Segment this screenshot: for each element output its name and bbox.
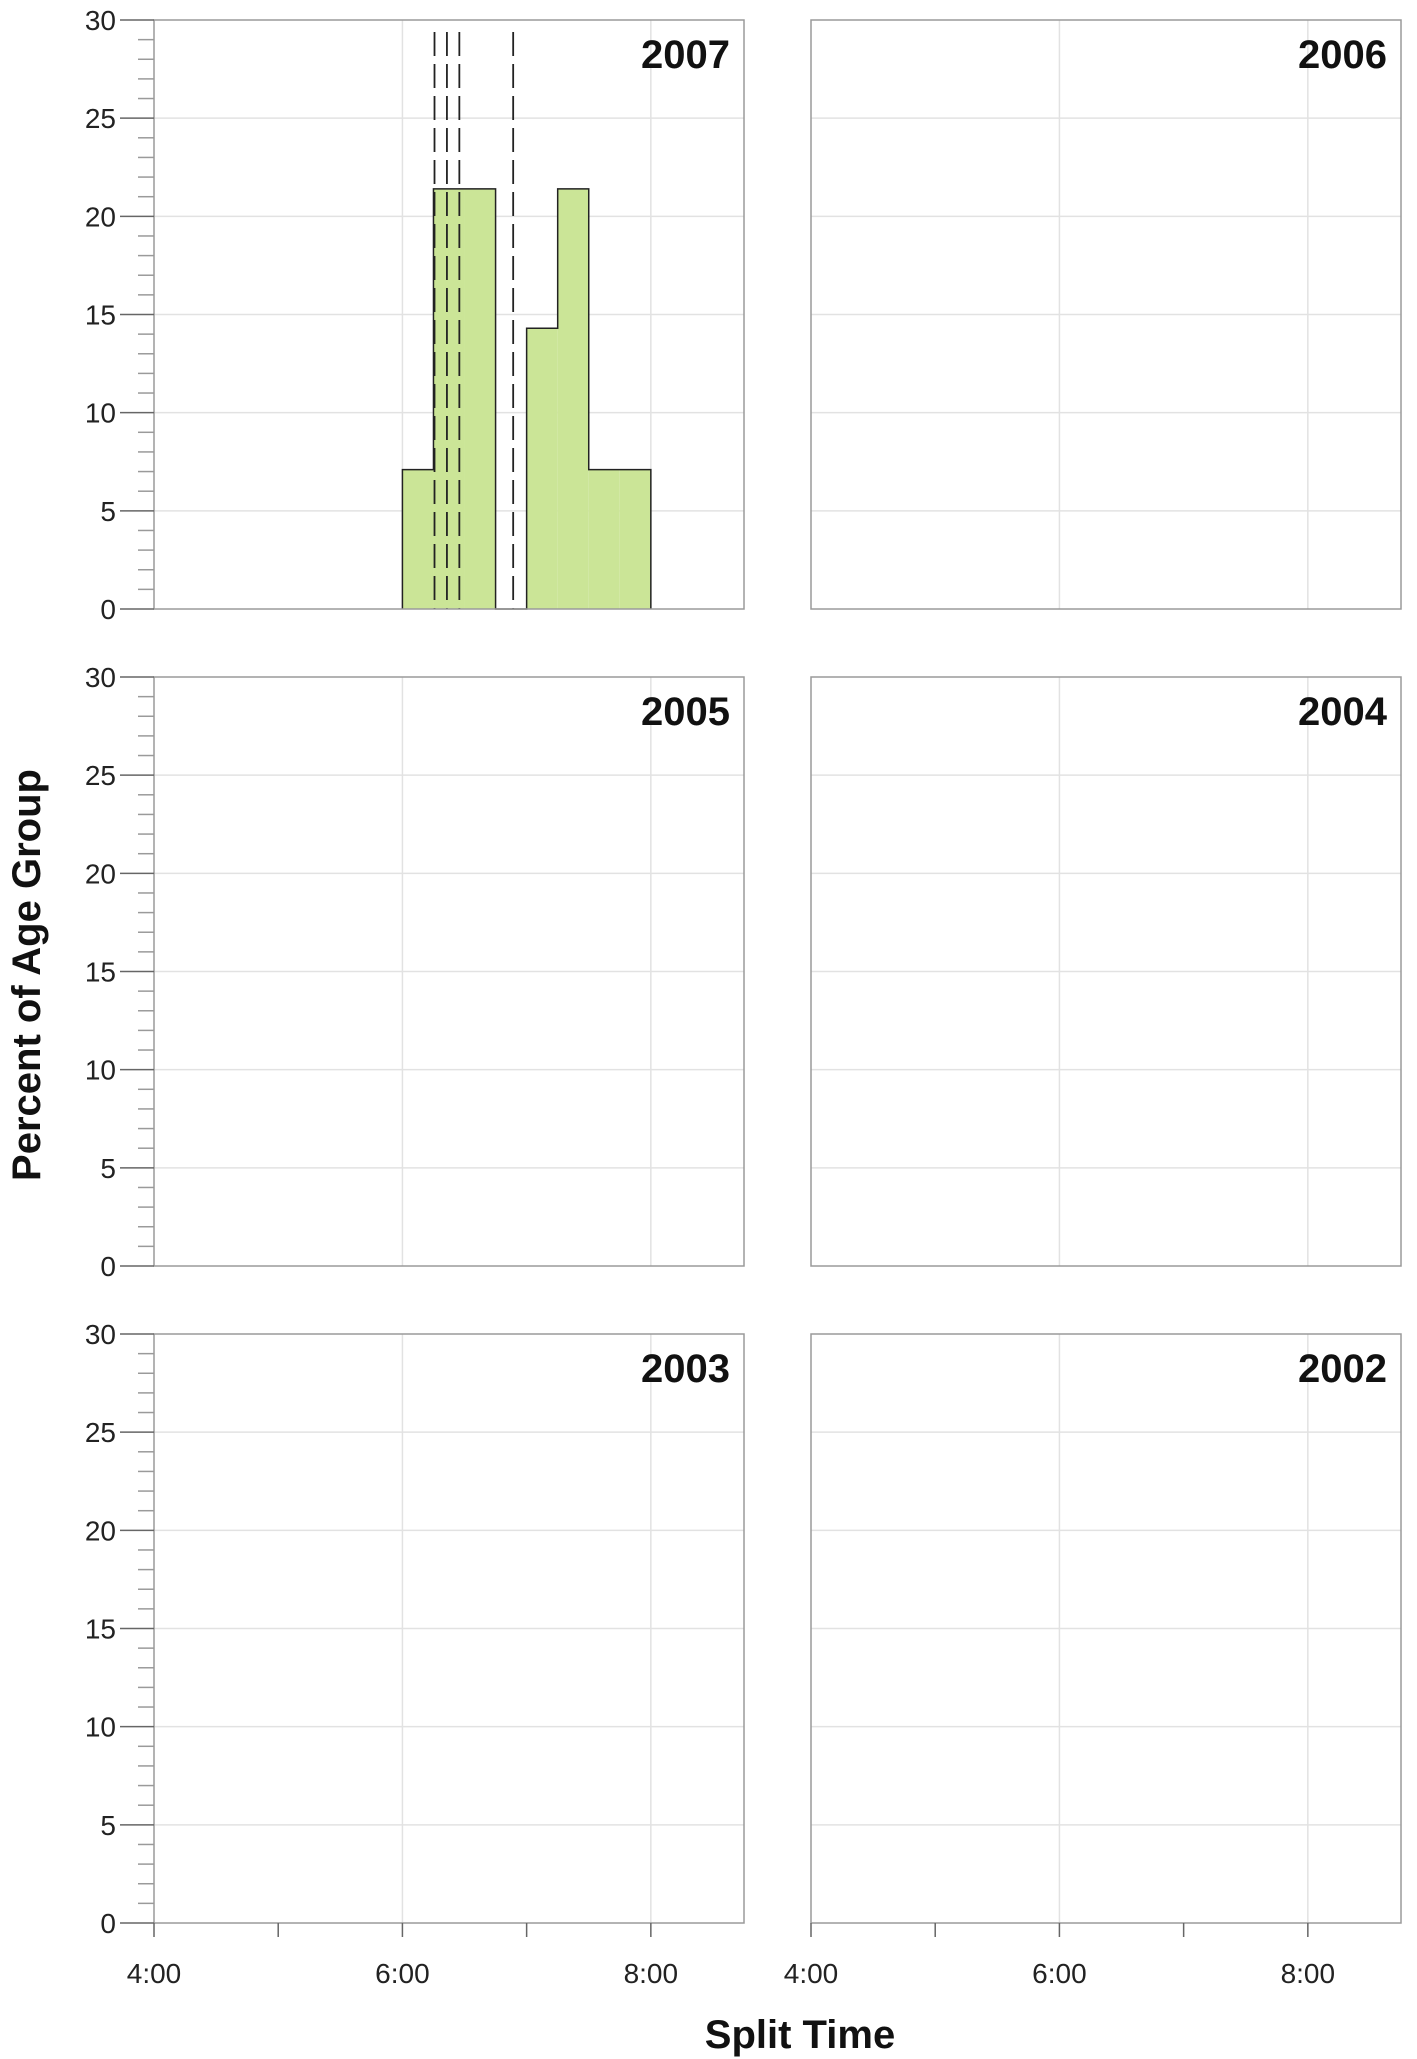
x-tick-label: 4:00	[127, 1958, 182, 1989]
panel-title: 2007	[641, 33, 730, 77]
y-tick-label: 0	[100, 594, 116, 625]
panel-title: 2004	[1298, 690, 1388, 734]
x-axis-title: Split Time	[705, 2013, 895, 2057]
y-tick-label: 5	[100, 1153, 116, 1184]
y-tick-label: 30	[85, 662, 116, 693]
panel-title: 2002	[1298, 1347, 1387, 1391]
histogram-outline	[401, 188, 652, 610]
x-tick-label: 8:00	[1281, 1958, 1336, 1989]
panel-2003: 2003 0 5 10 15 20 25 30 4:00 6:00 8:00	[85, 1319, 745, 1989]
histogram-bar	[402, 469, 434, 609]
y-tick-label: 30	[85, 1319, 116, 1350]
y-tick-label: 20	[85, 1515, 116, 1546]
panel-2007: 2007 0 5 10 15 20 25 30	[85, 5, 745, 625]
histogram-bar	[588, 469, 620, 609]
y-tick-label: 30	[85, 5, 116, 36]
histogram-bar	[619, 469, 651, 609]
y-tick-label: 15	[85, 300, 116, 331]
histogram-bar	[526, 328, 558, 609]
y-tick-label: 25	[85, 1417, 116, 1448]
histogram-bar	[464, 188, 496, 609]
y-tick-label: 5	[100, 1810, 116, 1841]
y-tick-label: 25	[85, 103, 116, 134]
panel-2002: 2002 4:00 6:00 8:00	[784, 1333, 1402, 1989]
panel-border	[810, 19, 1402, 610]
y-tick-label: 15	[85, 1614, 116, 1645]
y-tick-label: 0	[100, 1908, 116, 1939]
x-tick-label: 6:00	[375, 1958, 430, 1989]
y-tick-label: 20	[85, 201, 116, 232]
panel-2005: 2005 0 5 10 15 20 25 30	[85, 662, 745, 1282]
histogram-bar	[557, 188, 589, 609]
y-tick-label: 5	[100, 496, 116, 527]
panel-border	[810, 1333, 1402, 1924]
y-tick-label: 0	[100, 1251, 116, 1282]
y-tick-label: 10	[85, 1712, 116, 1743]
y-axis-title: Percent of Age Group	[5, 769, 49, 1181]
y-tick-label: 10	[85, 398, 116, 429]
panels: 2007051015202530200620050510152025302004…	[85, 5, 1402, 1989]
x-tick-label: 8:00	[624, 1958, 679, 1989]
x-tick-label: 4:00	[784, 1958, 839, 1989]
panel-title: 2005	[641, 690, 730, 734]
x-tick-label: 6:00	[1032, 1958, 1087, 1989]
y-tick-label: 15	[85, 957, 116, 988]
panel-2004: 2004	[810, 676, 1402, 1267]
y-tick-label: 25	[85, 760, 116, 791]
panel-2006: 2006	[810, 19, 1402, 610]
panel-title: 2006	[1298, 33, 1387, 77]
y-tick-label: 10	[85, 1055, 116, 1086]
panel-title: 2003	[641, 1347, 730, 1391]
panel-border	[810, 676, 1402, 1267]
y-tick-label: 20	[85, 858, 116, 889]
